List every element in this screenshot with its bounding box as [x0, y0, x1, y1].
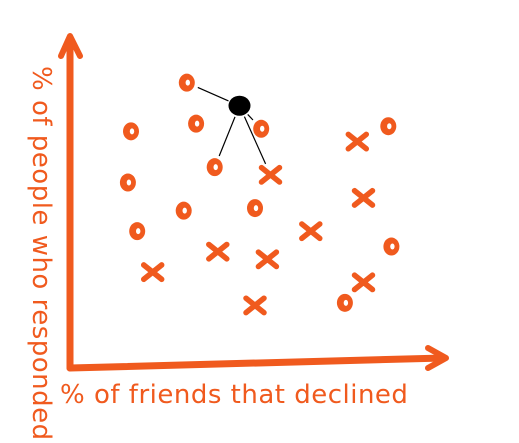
circle-point: [175, 201, 192, 220]
circle-point-hole: [194, 120, 200, 127]
x-axis: [66, 354, 448, 372]
circle-point-hole: [253, 205, 259, 212]
circle-point-hole: [387, 123, 392, 130]
circle-point: [129, 222, 146, 241]
x-axis-arrowhead: [425, 345, 449, 371]
cross-point: [351, 187, 376, 208]
circle-point: [336, 293, 353, 312]
data-points: [119, 73, 400, 316]
axes: [58, 33, 449, 372]
y-axis-arrowhead: [58, 33, 83, 59]
circle-point-hole: [213, 164, 218, 171]
circle-point: [383, 237, 400, 256]
circle-point-hole: [390, 243, 395, 250]
cross-point: [351, 272, 376, 293]
circle-point-hole: [343, 299, 349, 306]
highlight-point: [228, 95, 251, 116]
highlight-links: [197, 86, 267, 165]
circle-point: [119, 173, 136, 192]
highlight-link: [247, 114, 254, 121]
highlight-link: [243, 116, 267, 165]
circle-point-hole: [182, 207, 187, 214]
cross-point: [258, 164, 283, 185]
y-axis-label: % of people who responded: [26, 66, 56, 441]
cross-point: [299, 221, 323, 242]
cross-point: [255, 249, 280, 270]
cross-point: [140, 262, 165, 283]
circle-point: [178, 73, 195, 92]
cross-point: [345, 131, 370, 152]
circle-point: [206, 158, 223, 177]
circle-point-hole: [136, 228, 141, 235]
circle-point: [123, 122, 139, 141]
circle-point-hole: [126, 179, 132, 186]
circle-point-hole: [129, 128, 135, 135]
circle-point-hole: [185, 79, 190, 86]
circle-point: [247, 199, 263, 218]
highlight-link: [218, 116, 236, 157]
cross-point: [243, 295, 267, 316]
circle-point: [188, 114, 205, 133]
highlight-link: [197, 86, 229, 102]
cross-point: [206, 241, 230, 262]
circle-point-hole: [260, 125, 265, 132]
x-axis-label: % of friends that declined: [60, 380, 409, 410]
circle-point: [253, 119, 270, 138]
circle-point: [380, 117, 397, 136]
